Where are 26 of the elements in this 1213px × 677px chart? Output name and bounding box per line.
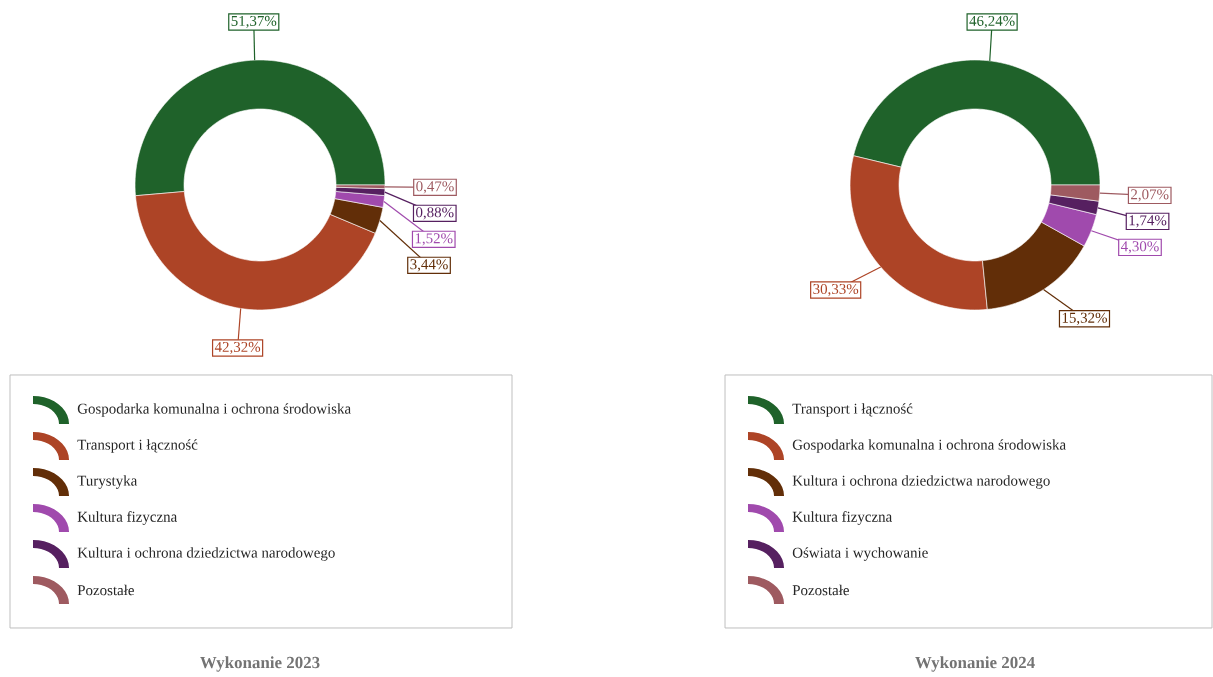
- legend-label: Transport i łączność: [792, 403, 913, 417]
- legend-label: Pozostałe: [792, 584, 849, 596]
- legend-label: Pozostałe: [77, 584, 134, 596]
- data-label: 51,37%: [231, 15, 277, 29]
- text: Wykonanie 2023: [200, 656, 320, 672]
- data-label: 30,33%: [813, 283, 859, 297]
- data-label: 3,44%: [410, 259, 448, 272]
- text: Wykonanie 2024: [915, 656, 1035, 672]
- data-label: 42,32%: [214, 341, 261, 355]
- data-label: 1,74%: [1129, 215, 1167, 228]
- legend-label: Turystyka: [77, 475, 138, 489]
- legend-label: Kultura i ochrona dziedzictwa narodowego: [77, 547, 335, 561]
- legend-label: Kultura i ochrona dziedzictwa narodowego: [792, 475, 1050, 489]
- data-label: 46,24%: [969, 15, 1015, 29]
- legend-label: Kultura fizyczna: [77, 511, 177, 525]
- data-label: 4,30%: [1120, 241, 1159, 254]
- legend-label: Transport i łączność: [77, 439, 198, 453]
- data-label: 1,52%: [415, 233, 453, 246]
- data-label: 0,47%: [416, 181, 454, 194]
- data-label: 2,07%: [1131, 189, 1169, 202]
- legend-label: Oświata i wychowanie: [792, 547, 928, 561]
- legend-label: Gospodarka komunalna i ochrona środowiska: [792, 439, 1066, 453]
- data-label: 0,88%: [416, 207, 454, 220]
- legend-label: Kultura fizyczna: [792, 511, 892, 525]
- legend-label: Gospodarka komunalna i ochrona środowiska: [77, 403, 351, 417]
- data-label: 15,32%: [1062, 312, 1107, 325]
